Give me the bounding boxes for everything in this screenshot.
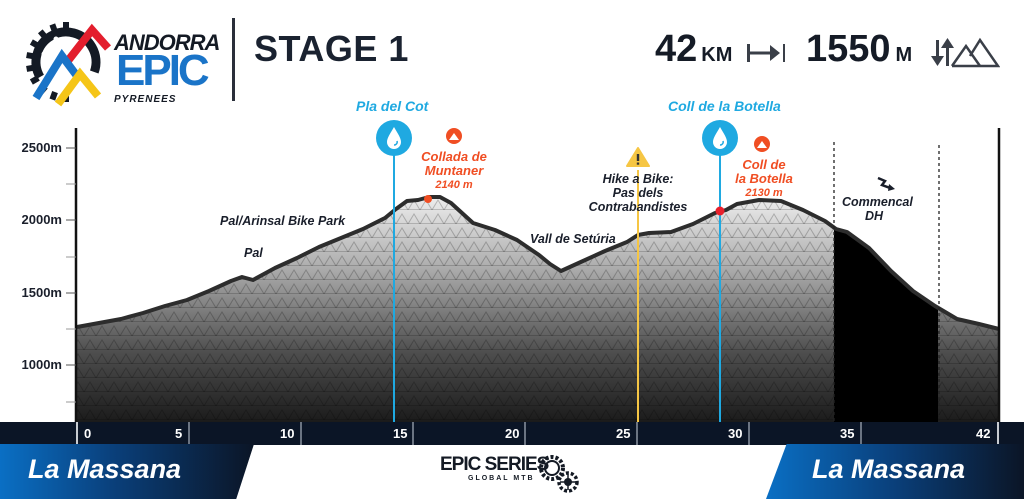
distance-unit: KM bbox=[701, 44, 733, 66]
x-tick-0: 0 bbox=[84, 426, 92, 441]
downhill-arrow-icon bbox=[877, 176, 895, 191]
gears-icon bbox=[539, 455, 579, 493]
logo-andorra-text: ANDORRA bbox=[114, 30, 220, 55]
x-tick-42: 42 bbox=[976, 426, 991, 441]
header-divider bbox=[232, 18, 235, 101]
start-location: La Massana bbox=[28, 454, 182, 484]
summit-label-coll-de-la-botella: Coll de la Botella 2130 m bbox=[735, 157, 793, 200]
y-tick-1000: 1000m bbox=[21, 357, 62, 372]
hike-a-bike-label: Hike a Bike: Pas dels Contrabandistes bbox=[588, 172, 688, 214]
x-tick-15: 15 bbox=[393, 426, 408, 441]
place-label-pal-arinsal: Pal/Arinsal Bike Park bbox=[220, 214, 346, 228]
epic-series-logo: EPIC SERIES GLOBAL MTB bbox=[440, 454, 549, 483]
water-drop-icon bbox=[376, 120, 412, 156]
section-label-commencal-dh: Commencal DH bbox=[842, 195, 913, 223]
summit-label-collada-de-muntaner: Collada de Muntaner 2140 m bbox=[421, 149, 487, 192]
finish-banner bbox=[766, 444, 1024, 499]
global-mtb-text: GLOBAL MTB bbox=[468, 475, 535, 482]
y-tick-2500: 2500m bbox=[21, 140, 62, 155]
elevation-gain-mountains-icon bbox=[931, 37, 1000, 68]
distance-value: 42 bbox=[655, 28, 698, 70]
y-tick-1500: 1500m bbox=[21, 285, 62, 300]
x-tick-5: 5 bbox=[175, 426, 183, 441]
epic-series-text: EPIC SERIES bbox=[440, 454, 549, 475]
chainring-mountains-icon bbox=[26, 22, 111, 107]
x-tick-10: 10 bbox=[280, 426, 295, 441]
x-tick-20: 20 bbox=[505, 426, 520, 441]
finish-location: La Massana bbox=[812, 454, 966, 484]
andorra-epic-logo bbox=[22, 18, 222, 108]
distance-stat: 42 KM bbox=[655, 28, 732, 71]
logo-pyrenees-text: PYRENEES bbox=[114, 94, 177, 105]
start-banner bbox=[0, 444, 254, 499]
elevation-line bbox=[76, 195, 1000, 331]
summit-icon bbox=[446, 128, 462, 144]
x-tick-25: 25 bbox=[616, 426, 631, 441]
elevation-unit: M bbox=[895, 44, 913, 66]
x-tick-30: 30 bbox=[728, 426, 743, 441]
stage-title: STAGE 1 bbox=[254, 28, 409, 69]
place-label-vall-de-seturia: Vall de Setúria bbox=[530, 232, 616, 246]
x-axis-bar bbox=[72, 422, 1024, 445]
x-tick-35: 35 bbox=[840, 426, 855, 441]
place-label-pal: Pal bbox=[244, 246, 263, 260]
elevation-stat: 1550 M bbox=[806, 28, 912, 71]
x-axis-ticks bbox=[0, 422, 1024, 445]
water-label-pla-del-cot: Pla del Cot bbox=[356, 98, 429, 114]
elevation-value: 1550 bbox=[806, 28, 891, 70]
distance-arrow-icon bbox=[747, 44, 785, 62]
warning-icon bbox=[626, 147, 650, 167]
x-axis-bar-left bbox=[0, 422, 76, 445]
summit-icon bbox=[754, 136, 770, 152]
elevation-profile-chart bbox=[66, 120, 1001, 422]
water-label-coll-de-la-botella: Coll de la Botella bbox=[668, 98, 781, 114]
y-tick-2000: 2000m bbox=[21, 212, 62, 227]
water-drop-icon bbox=[702, 120, 738, 156]
logo-epic-text: EPIC bbox=[116, 46, 210, 95]
